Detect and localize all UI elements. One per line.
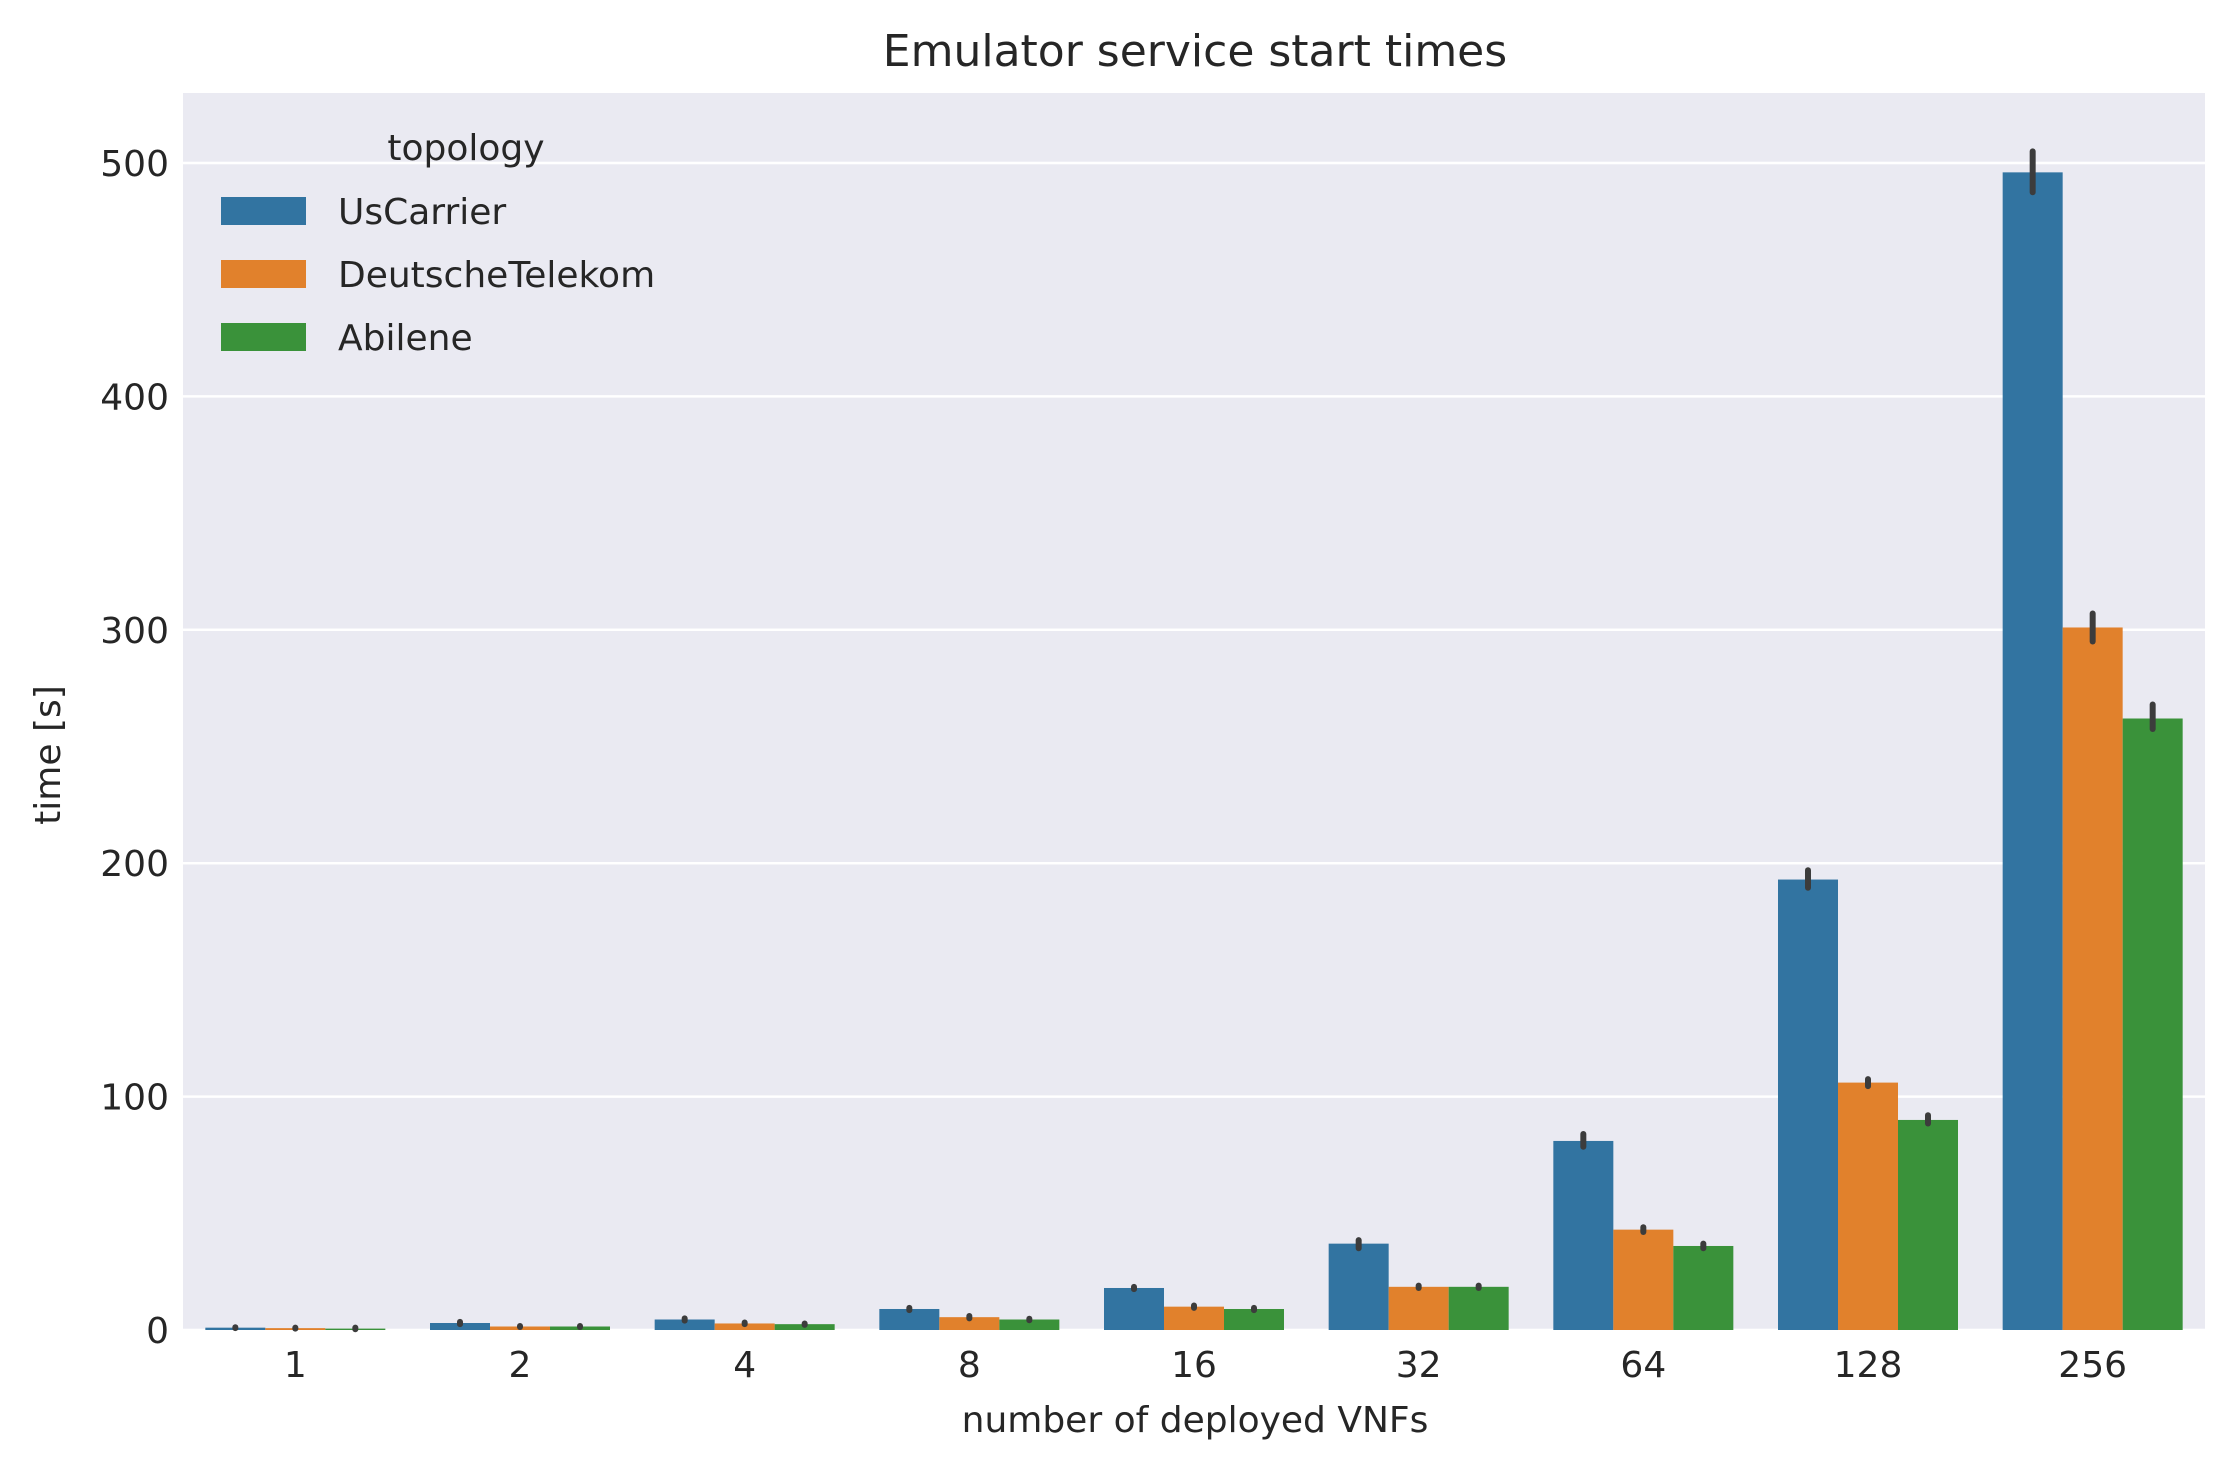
legend-swatch	[221, 260, 306, 288]
bar-abilene-16	[1224, 1308, 1284, 1330]
error-bars	[232, 148, 2156, 1333]
x-tick-label: 64	[1620, 1345, 1666, 1386]
x-tick-label: 16	[1171, 1345, 1217, 1386]
bar-uscarrier-4	[654, 1319, 715, 1330]
y-tick-label: 200	[100, 844, 169, 885]
bar-deutschetelekom-16	[1164, 1306, 1224, 1330]
legend-swatch	[221, 197, 306, 225]
x-axis-label: number of deployed VNFs	[962, 1400, 1429, 1441]
bar-uscarrier-256	[2002, 172, 2063, 1330]
x-tick-label: 1	[284, 1345, 307, 1386]
y-tick-label: 100	[100, 1078, 169, 1119]
x-tick-label: 2	[509, 1345, 532, 1386]
bar-uscarrier-32	[1328, 1243, 1389, 1330]
bar-uscarrier-8	[879, 1308, 940, 1330]
bars	[205, 172, 2183, 1330]
bar-abilene-32	[1448, 1286, 1509, 1330]
legend-label: UsCarrier	[338, 192, 506, 233]
y-tick-label: 500	[100, 144, 169, 185]
bar-uscarrier-128	[1778, 879, 1838, 1330]
x-tick-label: 128	[1834, 1345, 1903, 1386]
x-axis-ticks: 1 2 4 8 16 32 64 128 256	[284, 1345, 2127, 1386]
x-tick-label: 4	[733, 1345, 756, 1386]
x-tick-label: 32	[1396, 1345, 1442, 1386]
x-tick-label: 8	[958, 1345, 981, 1386]
bar-abilene-128	[1898, 1119, 1958, 1330]
bar-deutschetelekom-256	[2062, 627, 2123, 1330]
x-tick-label: 256	[2058, 1345, 2127, 1386]
legend-label: Abilene	[338, 318, 473, 359]
y-tick-label: 300	[100, 611, 169, 652]
y-axis-ticks: 0 100 200 300 400 500	[100, 144, 169, 1352]
legend-swatch	[221, 323, 306, 351]
bar-abilene-256	[2122, 718, 2183, 1330]
bar-deutschetelekom-128	[1838, 1082, 1898, 1330]
bar-deutschetelekom-8	[939, 1317, 1000, 1330]
y-tick-label: 0	[146, 1311, 169, 1352]
y-axis-label: time [s]	[28, 685, 69, 825]
y-tick-label: 400	[100, 377, 169, 418]
bar-deutschetelekom-64	[1613, 1229, 1674, 1330]
bar-abilene-8	[999, 1319, 1060, 1330]
bar-uscarrier-64	[1553, 1140, 1614, 1330]
chart-title: Emulator service start times	[883, 26, 1507, 77]
bar-uscarrier-16	[1104, 1287, 1164, 1330]
legend-title: topology	[387, 128, 544, 169]
bar-deutschetelekom-32	[1388, 1286, 1449, 1330]
legend: topology UsCarrier DeutscheTelekom Abilene	[221, 128, 655, 359]
legend-label: DeutscheTelekom	[338, 255, 655, 296]
bar-abilene-64	[1673, 1245, 1734, 1330]
